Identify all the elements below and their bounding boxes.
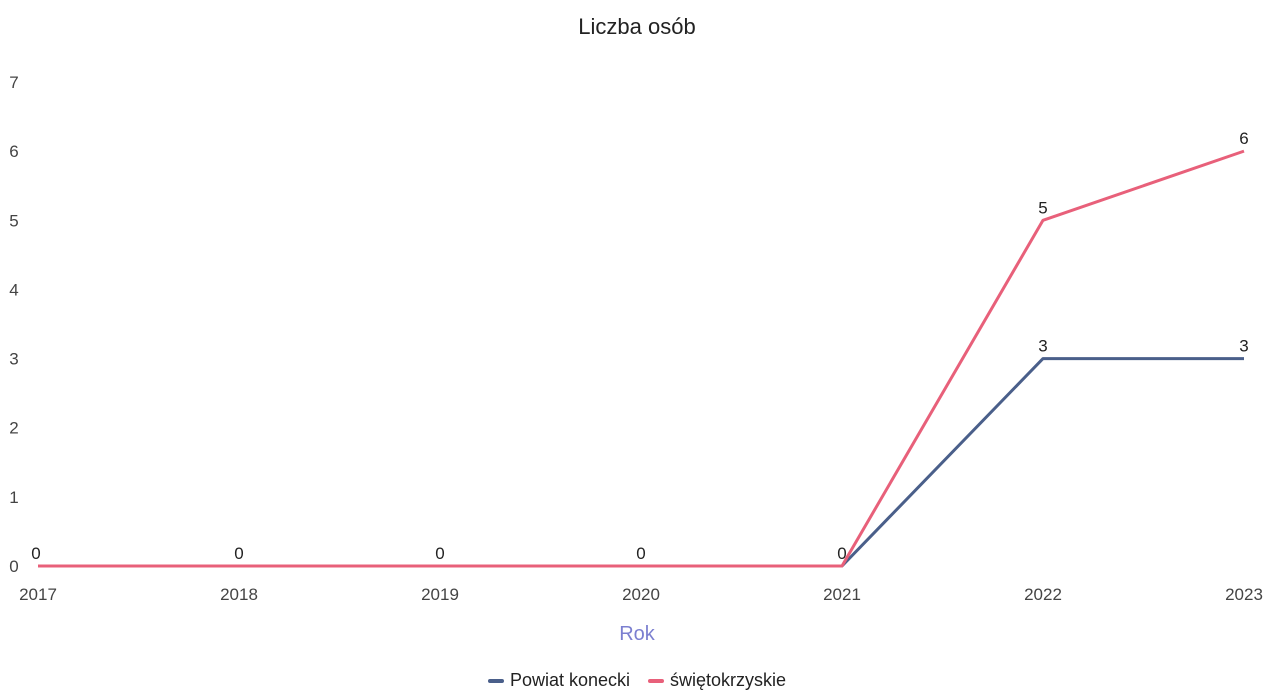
x-tick-label: 2018 [220, 585, 258, 604]
legend: Powiat konecki świętokrzyskie [0, 670, 1274, 691]
legend-swatch-icon [487, 678, 504, 683]
y-tick-label: 0 [9, 557, 18, 576]
data-label: 0 [234, 544, 243, 563]
legend-swatch-icon [648, 678, 665, 683]
series-lines [38, 149, 1245, 568]
data-label: 0 [636, 544, 645, 563]
y-tick-label: 1 [9, 488, 18, 507]
x-tick-label: 2019 [421, 585, 459, 604]
data-label: 5 [1038, 198, 1047, 217]
series-line-0 [38, 357, 1244, 568]
legend-item-swietokrzyskie[interactable]: świętokrzyskie [648, 670, 786, 691]
y-tick-label: 4 [9, 280, 18, 299]
legend-label: Powiat konecki [509, 670, 631, 690]
x-axis-ticks: 2017 2018 2019 2020 2021 2022 2023 [19, 585, 1263, 604]
data-label: 6 [1239, 129, 1248, 148]
y-tick-label: 7 [9, 73, 18, 92]
y-tick-label: 6 [9, 142, 18, 161]
data-label: 0 [837, 544, 846, 563]
series-line-1 [38, 149, 1245, 568]
legend-item-powiat-konecki[interactable]: Powiat konecki [487, 670, 631, 691]
data-label: 0 [435, 544, 444, 563]
y-tick-label: 3 [9, 350, 18, 369]
chart-title: Liczba osób [578, 14, 696, 39]
data-label: 3 [1038, 337, 1047, 356]
x-tick-label: 2022 [1024, 585, 1062, 604]
y-tick-label: 5 [9, 211, 18, 230]
x-axis-title: Rok [619, 623, 655, 645]
x-tick-label: 2017 [19, 585, 57, 604]
y-axis-ticks: 0 1 2 3 4 5 6 7 [9, 73, 18, 576]
x-tick-label: 2023 [1225, 585, 1263, 604]
data-labels: 3 3 0 0 0 0 0 5 6 [31, 129, 1248, 563]
legend-label: świętokrzyskie [670, 670, 787, 690]
y-tick-label: 2 [9, 419, 18, 438]
data-label: 3 [1239, 337, 1248, 356]
x-tick-label: 2020 [622, 585, 660, 604]
data-label: 0 [31, 544, 40, 563]
x-tick-label: 2021 [823, 585, 861, 604]
